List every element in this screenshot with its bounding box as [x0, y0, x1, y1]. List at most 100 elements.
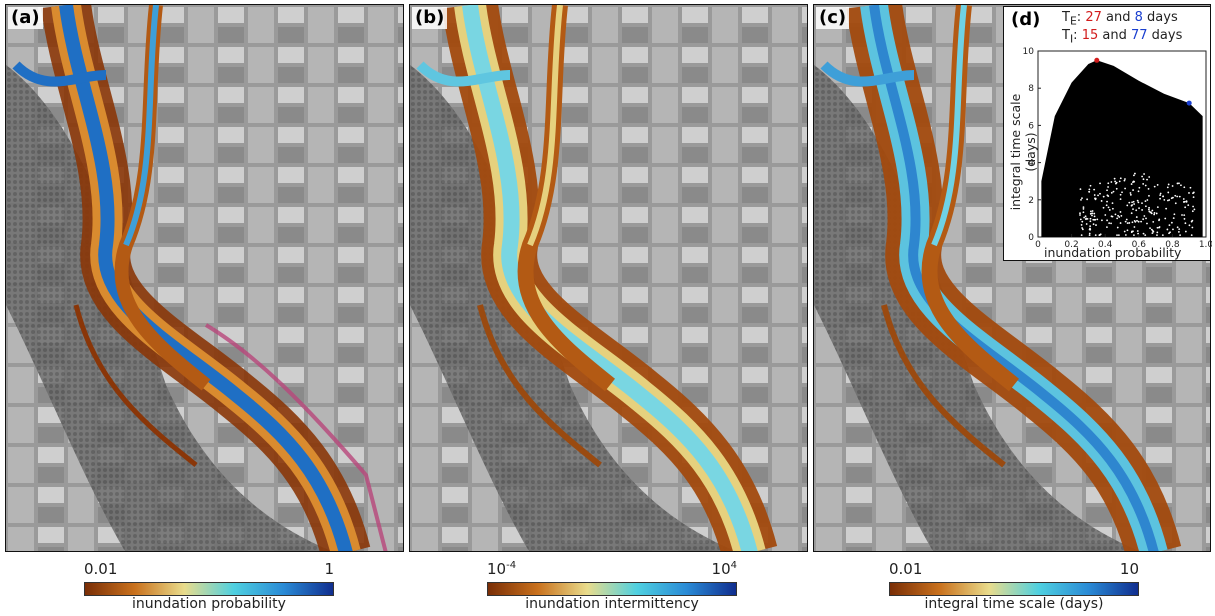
scatter-gap-point — [1126, 222, 1129, 225]
scatter-gap-point — [1079, 188, 1082, 191]
y-axis-label: integral time scale (days) — [1008, 93, 1038, 211]
scatter-gap-point — [1121, 191, 1123, 194]
te-blue-value: 8 — [1134, 10, 1143, 25]
scatter-gap-point — [1119, 198, 1122, 201]
scatter-gap-point — [1104, 214, 1107, 216]
scatter-gap-point — [1099, 182, 1101, 185]
scatter-gap-point — [1093, 212, 1096, 215]
scatter-gap-point — [1113, 177, 1116, 180]
y-tick-label: 0 — [1028, 233, 1034, 243]
scatter-gap-point — [1145, 217, 1147, 220]
colorbar-b-caption: inundation intermittency — [525, 596, 699, 612]
scatter-point-cloud — [1041, 60, 1203, 237]
scatter-gap-point — [1080, 234, 1083, 237]
scatter-gap-point — [1171, 185, 1174, 187]
scatter-gap-point — [1166, 186, 1169, 189]
colorbar-c-min: 0.01 — [889, 560, 923, 578]
scatter-gap-point — [1140, 220, 1143, 223]
scatter-gap-point — [1178, 228, 1181, 231]
scatter-gap-point — [1132, 208, 1134, 211]
scatter-gap-point — [1141, 202, 1143, 205]
scatter-gap-point — [1116, 234, 1118, 237]
scatter-gap-point — [1141, 175, 1144, 178]
scatter-gap-point — [1136, 199, 1139, 202]
scatter-gap-point — [1189, 186, 1192, 189]
colorbar-a-max: 1 — [324, 560, 334, 578]
y-tick-label: 2 — [1028, 196, 1034, 206]
scatter-gap-point — [1128, 222, 1131, 224]
colorbar-b-gradient — [487, 582, 737, 596]
scatter-gap-point — [1089, 184, 1092, 187]
scatter-gap-point — [1183, 214, 1186, 217]
scatter-gap-point — [1082, 211, 1085, 214]
scatter-gap-point — [1133, 220, 1136, 222]
scatter-gap-point — [1106, 189, 1108, 192]
scatter-gap-point — [1178, 195, 1181, 198]
scatter-gap-point — [1192, 205, 1194, 208]
scatter-gap-point — [1079, 212, 1081, 215]
scatter-gap-point — [1092, 218, 1095, 221]
scatter-gap-point — [1107, 195, 1110, 197]
scatter-gap-point — [1093, 188, 1096, 191]
scatter-gap-point — [1080, 224, 1083, 226]
scatter-gap-point — [1081, 197, 1083, 200]
scatter-gap-point — [1174, 202, 1177, 205]
scatter-gap-point — [1190, 234, 1193, 237]
scatter-gap-point — [1117, 234, 1120, 237]
scatter-gap-point — [1089, 210, 1092, 213]
scatter-gap-point — [1148, 176, 1151, 178]
scatter-gap-point — [1089, 217, 1092, 220]
scatter-gap-point — [1158, 226, 1161, 228]
scatter-gap-point — [1184, 206, 1187, 209]
scatter-gap-point — [1150, 228, 1153, 231]
scatter-gap-point — [1101, 219, 1103, 222]
scatter-gap-point — [1094, 198, 1097, 201]
scatter-gap-point — [1130, 230, 1133, 233]
scatter-gap-point — [1132, 189, 1134, 191]
y-tick-label: 4 — [1028, 159, 1034, 169]
panel-a-map: (a) — [5, 4, 404, 552]
scatter-gap-point — [1094, 234, 1097, 237]
colorbar-c-caption: integral time scale (days) — [924, 596, 1104, 612]
scatter-gap-point — [1130, 212, 1133, 215]
scatter-gap-point — [1150, 212, 1153, 215]
scatter-gap-point — [1082, 208, 1085, 210]
scatter-gap-point — [1115, 181, 1118, 184]
scatter-gap-point — [1124, 187, 1126, 190]
scatter-gap-point — [1151, 209, 1154, 212]
scatter-gap-point — [1089, 212, 1092, 215]
scatter-gap-point — [1153, 213, 1156, 216]
colorbar-b-min-exp: -4 — [506, 560, 517, 571]
scatter-gap-point — [1128, 201, 1131, 204]
scatter-gap-point — [1138, 186, 1141, 189]
panel-a-label: (a) — [8, 7, 43, 29]
scatter-gap-point — [1086, 217, 1089, 220]
scatter-gap-point — [1151, 230, 1154, 232]
x-tick-label: 0.2 — [1064, 240, 1078, 250]
te-separator: : — [1076, 10, 1082, 25]
scatter-gap-point — [1146, 199, 1149, 201]
scatter-gap-point — [1142, 218, 1145, 221]
scatter-gap-point — [1174, 194, 1177, 197]
colorbar-a-gradient — [84, 582, 334, 596]
ti-symbol: T — [1062, 28, 1070, 43]
te-and: and — [1106, 10, 1131, 25]
scatter-gap-point — [1178, 182, 1180, 185]
colorbar-a-caption: inundation probability — [132, 596, 286, 612]
highlight-point-blue — [1186, 100, 1192, 106]
scatter-gap-point — [1188, 192, 1190, 194]
panel-a-river-map — [6, 5, 403, 551]
scatter-gap-point — [1119, 193, 1122, 196]
scatter-gap-point — [1091, 210, 1094, 212]
scatter-gap-point — [1097, 194, 1099, 197]
colorbar-b-min-base: 10 — [487, 560, 507, 578]
scatter-gap-point — [1149, 227, 1151, 230]
scatter-gap-point — [1172, 217, 1175, 219]
scatter-gap-point — [1166, 199, 1169, 202]
scatter-gap-point — [1111, 207, 1114, 210]
scatter-gap-point — [1118, 216, 1121, 218]
scatter-gap-point — [1182, 198, 1185, 200]
scatter-gap-point — [1094, 218, 1097, 221]
te-red-value: 27 — [1085, 10, 1102, 25]
scatter-gap-point — [1187, 204, 1190, 207]
